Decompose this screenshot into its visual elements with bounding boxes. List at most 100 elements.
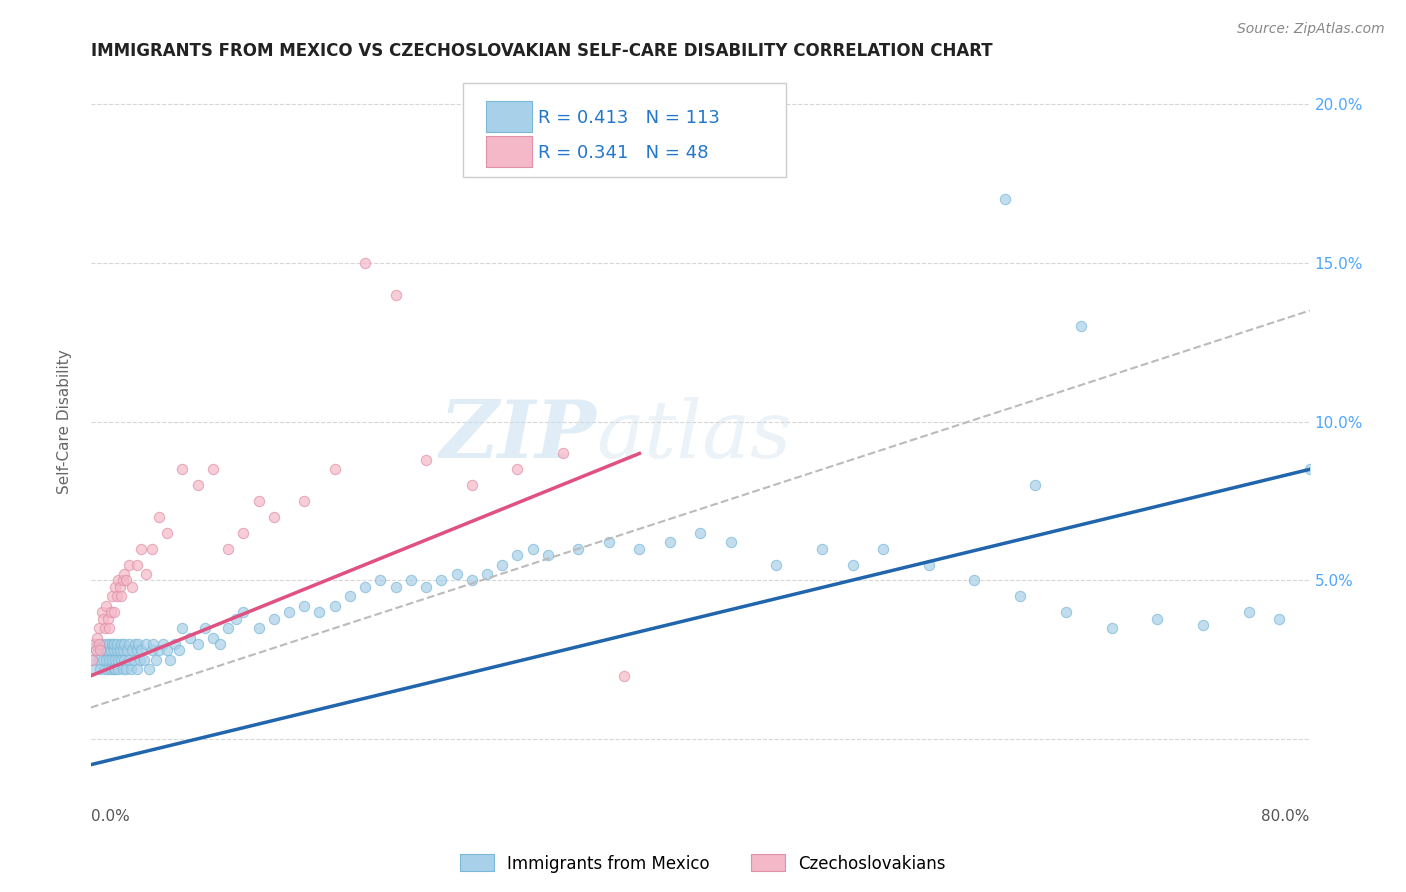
Point — [292, 494, 315, 508]
Point — [354, 580, 377, 594]
Point — [114, 637, 136, 651]
Text: 80.0%: 80.0% — [1261, 809, 1309, 824]
Point — [105, 637, 128, 651]
Point — [323, 462, 346, 476]
Point — [811, 541, 834, 556]
Point — [107, 574, 129, 588]
Point — [506, 548, 529, 562]
Point — [194, 621, 217, 635]
Point — [97, 662, 120, 676]
Point — [354, 256, 377, 270]
Point — [159, 653, 181, 667]
Point — [101, 637, 124, 651]
Point — [461, 478, 484, 492]
Point — [232, 605, 254, 619]
FancyBboxPatch shape — [463, 83, 786, 178]
Point — [121, 643, 143, 657]
Point — [156, 643, 179, 657]
Point — [430, 574, 453, 588]
Point — [103, 605, 125, 619]
Point — [114, 653, 136, 667]
Point — [115, 662, 138, 676]
Point — [384, 287, 406, 301]
Point — [103, 662, 125, 676]
Point — [83, 637, 105, 651]
Point — [263, 510, 285, 524]
Text: Source: ZipAtlas.com: Source: ZipAtlas.com — [1237, 22, 1385, 37]
Point — [145, 653, 167, 667]
Point — [1024, 478, 1046, 492]
Point — [128, 653, 150, 667]
Point — [100, 643, 122, 657]
Point — [96, 643, 118, 657]
Point — [104, 653, 127, 667]
Point — [537, 548, 560, 562]
Point — [98, 653, 121, 667]
Point — [1010, 590, 1032, 604]
Point — [86, 637, 108, 651]
Point — [217, 541, 239, 556]
Point — [225, 611, 247, 625]
Point — [103, 637, 125, 651]
Point — [120, 662, 142, 676]
Point — [217, 621, 239, 635]
Point — [110, 653, 132, 667]
Point — [658, 535, 681, 549]
Point — [138, 662, 160, 676]
Point — [107, 653, 129, 667]
Legend: Immigrants from Mexico, Czechoslovakians: Immigrants from Mexico, Czechoslovakians — [454, 847, 952, 880]
Point — [567, 541, 589, 556]
Point — [100, 605, 122, 619]
Point — [125, 662, 148, 676]
Point — [148, 643, 170, 657]
Point — [96, 599, 118, 613]
Point — [187, 637, 209, 651]
Point — [141, 541, 163, 556]
Point — [122, 653, 145, 667]
Point — [841, 558, 863, 572]
Point — [86, 631, 108, 645]
Point — [89, 643, 111, 657]
Text: ZIP: ZIP — [440, 397, 596, 475]
Point — [101, 653, 124, 667]
Point — [370, 574, 392, 588]
Point — [415, 580, 437, 594]
Point — [110, 590, 132, 604]
Point — [89, 643, 111, 657]
Point — [1101, 621, 1123, 635]
Point — [90, 605, 112, 619]
Point — [209, 637, 232, 651]
Point — [689, 525, 711, 540]
Point — [156, 525, 179, 540]
Point — [141, 643, 163, 657]
FancyBboxPatch shape — [486, 136, 531, 167]
Point — [135, 637, 157, 651]
Point — [598, 535, 620, 549]
Point — [1054, 605, 1077, 619]
Point — [179, 631, 201, 645]
Point — [628, 541, 651, 556]
Point — [91, 653, 114, 667]
Point — [129, 643, 152, 657]
Point — [96, 637, 118, 651]
Point — [103, 643, 125, 657]
Point — [111, 662, 134, 676]
Point — [108, 643, 131, 657]
Point — [142, 637, 165, 651]
Point — [129, 541, 152, 556]
Point — [201, 631, 224, 645]
Point — [121, 580, 143, 594]
Point — [247, 621, 270, 635]
Point — [110, 637, 132, 651]
Point — [994, 193, 1017, 207]
Point — [100, 662, 122, 676]
Point — [127, 637, 149, 651]
Point — [918, 558, 941, 572]
Point — [97, 611, 120, 625]
Point — [93, 621, 115, 635]
Point — [963, 574, 986, 588]
Point — [384, 580, 406, 594]
Point — [323, 599, 346, 613]
Point — [134, 653, 156, 667]
Text: atlas: atlas — [596, 397, 792, 475]
